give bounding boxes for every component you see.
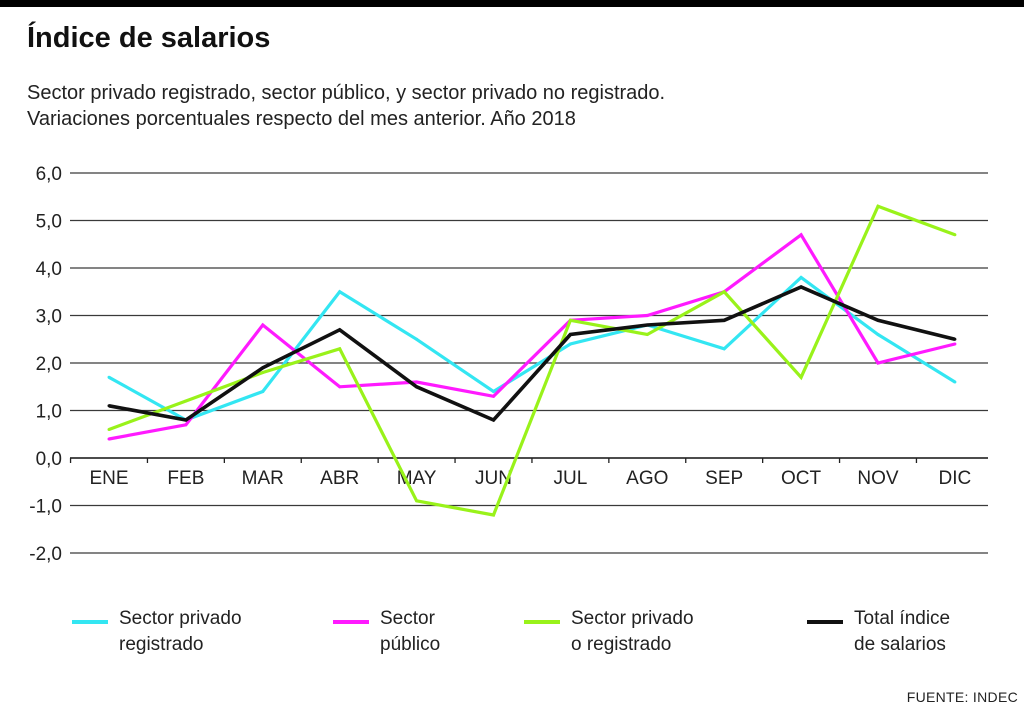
data-point [492,394,495,398]
data-point [261,323,265,327]
data-point [338,290,342,294]
chart-title: Índice de salarios [27,22,271,54]
legend-label-line: Total índice [854,608,951,629]
legend-label: Sector público [380,606,550,658]
x-tick-label: MAR [242,468,284,489]
data-point [107,437,111,441]
legend-label-line: Sector privado [119,608,242,629]
legend-label: Total índice de salarios [854,606,1024,658]
y-tick-label: -1,0 [29,497,62,518]
legend-label-line: registrado [119,634,204,655]
data-point [107,404,111,408]
legend-label: Sector privado o registrado [571,606,741,658]
data-point [415,380,419,384]
legend-label-line: o registrado [571,634,672,655]
data-point [184,423,188,427]
data-point [799,233,803,237]
data-point [876,333,880,336]
legend-swatch [524,620,560,624]
data-point [107,375,111,379]
data-point [338,328,342,332]
series-line [108,275,956,422]
y-axis-tick-labels: 6,0 5,0 4,0 3,0 2,0 1,0 0,0 -1,0 -2,0 [29,164,62,565]
data-point [568,342,572,346]
x-tick-label: OCT [781,468,822,489]
y-tick-label: 4,0 [36,259,62,280]
data-point [261,366,265,370]
data-point [492,513,495,517]
chart-series [107,204,957,517]
legend-label-line: público [380,634,441,655]
data-point [799,285,803,289]
y-tick-label: 5,0 [36,212,62,233]
data-point [645,314,649,317]
series-line [108,285,956,423]
data-point [492,390,495,393]
data-point [953,342,957,346]
data-point [415,499,419,503]
x-tick-label: FEB [167,468,204,489]
x-tick-label: AGO [626,468,668,489]
top-rule [0,0,1024,7]
data-point [492,418,495,422]
y-tick-label: 6,0 [36,164,62,185]
data-point [876,361,880,365]
legend-label: Sector privado registrado [119,606,289,658]
x-axis: ENE FEB MAR ABR MAY JUN JUL AGO SEP OCT NOV DIC [69,457,988,489]
legend-swatch [72,620,108,624]
data-point [645,333,649,336]
data-point [876,318,880,322]
legend-swatch [807,620,843,624]
data-point [184,399,188,403]
x-tick-label: JUN [475,468,512,489]
x-tick-label: SEP [705,468,743,489]
data-point [568,333,572,336]
legend-label-line: Sector privado [571,608,694,629]
x-tick-label: JUL [554,468,588,489]
x-tick-label: ENE [89,468,128,489]
data-point [953,337,957,341]
data-point [722,318,726,322]
legend-label-line: Sector [380,608,435,629]
y-tick-label: 0,0 [36,449,62,470]
data-point [184,418,188,422]
data-point [338,385,342,389]
data-point [261,390,265,393]
data-point [261,371,265,374]
subtitle-line: Sector privado registrado, sector públic… [27,82,666,104]
x-tick-label: DIC [939,468,972,489]
y-tick-label: 2,0 [36,354,62,375]
chart-subtitle: Sector privado registrado, sector públic… [27,80,665,132]
data-point [876,204,880,208]
data-point [568,318,572,322]
data-point [722,347,726,351]
y-tick-label: 3,0 [36,307,62,328]
x-tick-label: NOV [857,468,899,489]
data-point [107,428,111,431]
data-point [799,375,803,379]
data-point [799,276,803,279]
data-point [722,290,726,294]
data-point [415,337,419,341]
legend-swatch [333,620,369,624]
source-note: FUENTE: INDEC [906,689,1018,705]
legend-label-line: de salarios [854,634,946,655]
subtitle-line: Variaciones porcentuales respecto del me… [27,108,576,130]
data-point [953,233,957,237]
y-tick-label: 1,0 [36,402,62,423]
data-point [953,380,957,384]
data-point [645,323,649,327]
data-point [338,347,342,351]
data-point [415,385,419,389]
series-line [108,232,956,441]
y-tick-label: -2,0 [29,544,62,565]
x-tick-label: ABR [320,468,359,489]
